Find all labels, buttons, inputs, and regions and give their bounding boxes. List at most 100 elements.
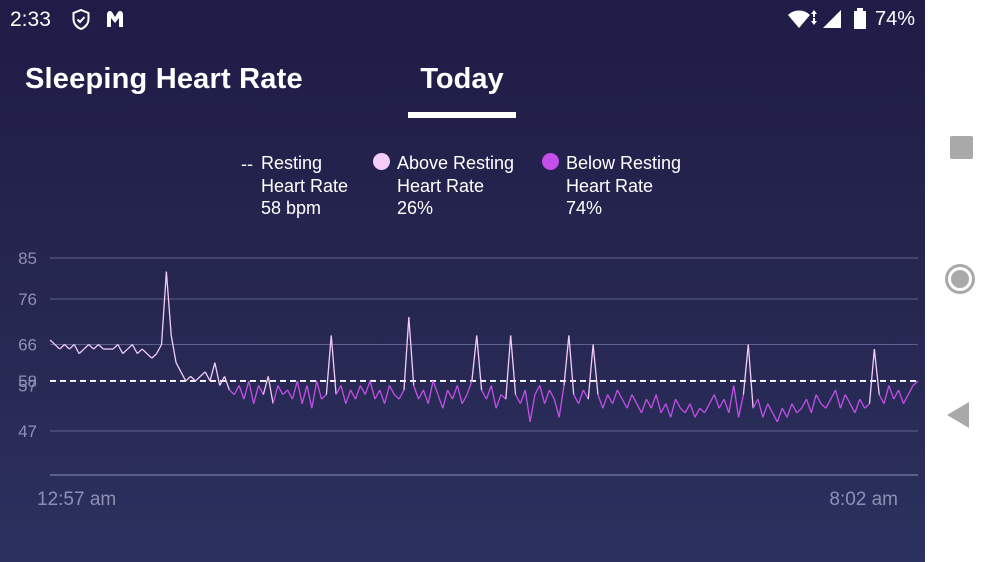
shield-check-icon [72, 9, 90, 30]
hr-segment [374, 389, 381, 400]
hr-segment [73, 344, 80, 354]
hr-segment [786, 403, 793, 418]
hr-segment [810, 394, 817, 413]
hr-segment [122, 348, 129, 355]
hr-segment [723, 398, 730, 414]
hr-segment [650, 394, 657, 409]
hr-segment [223, 376, 231, 391]
hr-segment [321, 394, 327, 400]
hr-segment [767, 403, 774, 414]
hr-segment [776, 408, 783, 423]
battery-icon [854, 8, 866, 29]
hr-segment [195, 375, 201, 382]
hr-segment [417, 389, 424, 400]
hr-segment [495, 394, 502, 409]
legend-below-line1: Below Resting [566, 153, 682, 173]
hr-segment [573, 394, 580, 404]
hr-segment [136, 348, 143, 355]
hr-segment [902, 394, 909, 404]
hr-segment [461, 394, 468, 404]
hr-segment [607, 394, 614, 404]
y-tick-57: 57 [18, 376, 37, 395]
hr-segment [388, 385, 395, 395]
hr-segment [801, 398, 808, 409]
hr-segment [369, 380, 376, 400]
hr-segment [456, 385, 463, 404]
hr-segment [199, 371, 206, 377]
hr-segment [383, 385, 391, 404]
malwarebytes-icon [107, 11, 123, 27]
hr-segment [587, 344, 594, 400]
y-tick-58: 58 [18, 372, 37, 391]
hr-segment [597, 394, 604, 409]
hr-segment [350, 389, 357, 400]
hr-segment [674, 398, 681, 409]
hr-segment [844, 394, 851, 404]
hr-segment [524, 389, 531, 422]
hr-segment [621, 398, 628, 409]
back-icon[interactable] [947, 402, 969, 428]
legend-resting-line2: Heart Rate [261, 175, 349, 196]
hr-segment [815, 394, 822, 404]
hr-segment [640, 398, 648, 414]
y-tick-66: 66 [18, 336, 37, 355]
hr-segment [742, 344, 749, 395]
hr-segment [718, 398, 725, 409]
hr-segment [437, 394, 444, 409]
hr-segment [713, 394, 720, 409]
hr-segment [830, 389, 837, 400]
hr-segment [49, 339, 56, 345]
hr-segment [878, 394, 885, 404]
hr-segment [679, 407, 686, 414]
hr-segment [306, 385, 313, 409]
status-time: 2:33 [10, 8, 51, 31]
hr-segment [534, 385, 541, 395]
hr-segment [592, 344, 599, 395]
hr-segment [912, 380, 919, 386]
hr-segment [253, 385, 260, 404]
hr-segment [548, 389, 555, 400]
hr-segment [379, 389, 386, 404]
hr-segment [325, 335, 332, 395]
hr-segment [500, 394, 507, 400]
tab-today[interactable]: Today [420, 63, 504, 95]
hr-segment [897, 389, 905, 404]
hr-segment [190, 375, 196, 382]
hr-segment [820, 403, 827, 409]
hr-segment [660, 403, 667, 414]
hr-segment [485, 385, 492, 400]
hr-segment [364, 380, 371, 395]
hr-segment [505, 335, 512, 400]
hr-segment [209, 362, 216, 382]
hr-segment [893, 389, 900, 400]
hr-segment [771, 412, 778, 423]
hr-segment [238, 385, 245, 400]
hr-segment [427, 380, 434, 404]
hr-segment [296, 380, 303, 404]
hr-segment [476, 335, 483, 391]
hr-segment [670, 398, 677, 418]
hr-segment [185, 375, 192, 382]
legend-above: Above Resting Heart Rate 26% [397, 152, 514, 220]
home-button-icon[interactable] [945, 264, 975, 294]
x-label-end: 8:02 am [829, 489, 898, 510]
hr-segment [684, 403, 691, 414]
hr-segment [728, 385, 735, 413]
tab-today-indicator [408, 112, 516, 118]
hr-segment [757, 398, 764, 418]
hr-segment [645, 398, 652, 409]
hr-segment [859, 398, 866, 409]
hr-segment [873, 348, 880, 395]
hr-segment [59, 344, 65, 350]
recent-apps-icon[interactable] [950, 136, 973, 159]
hr-segment [883, 385, 890, 404]
hr-segment [413, 385, 420, 400]
hr-segment [616, 389, 623, 400]
hr-segment [602, 394, 609, 409]
battery-percent: 74% [874, 8, 915, 30]
hr-segment [146, 353, 153, 359]
hr-segment [64, 344, 70, 350]
hr-segment [83, 344, 90, 350]
y-tick-47: 47 [18, 422, 37, 441]
